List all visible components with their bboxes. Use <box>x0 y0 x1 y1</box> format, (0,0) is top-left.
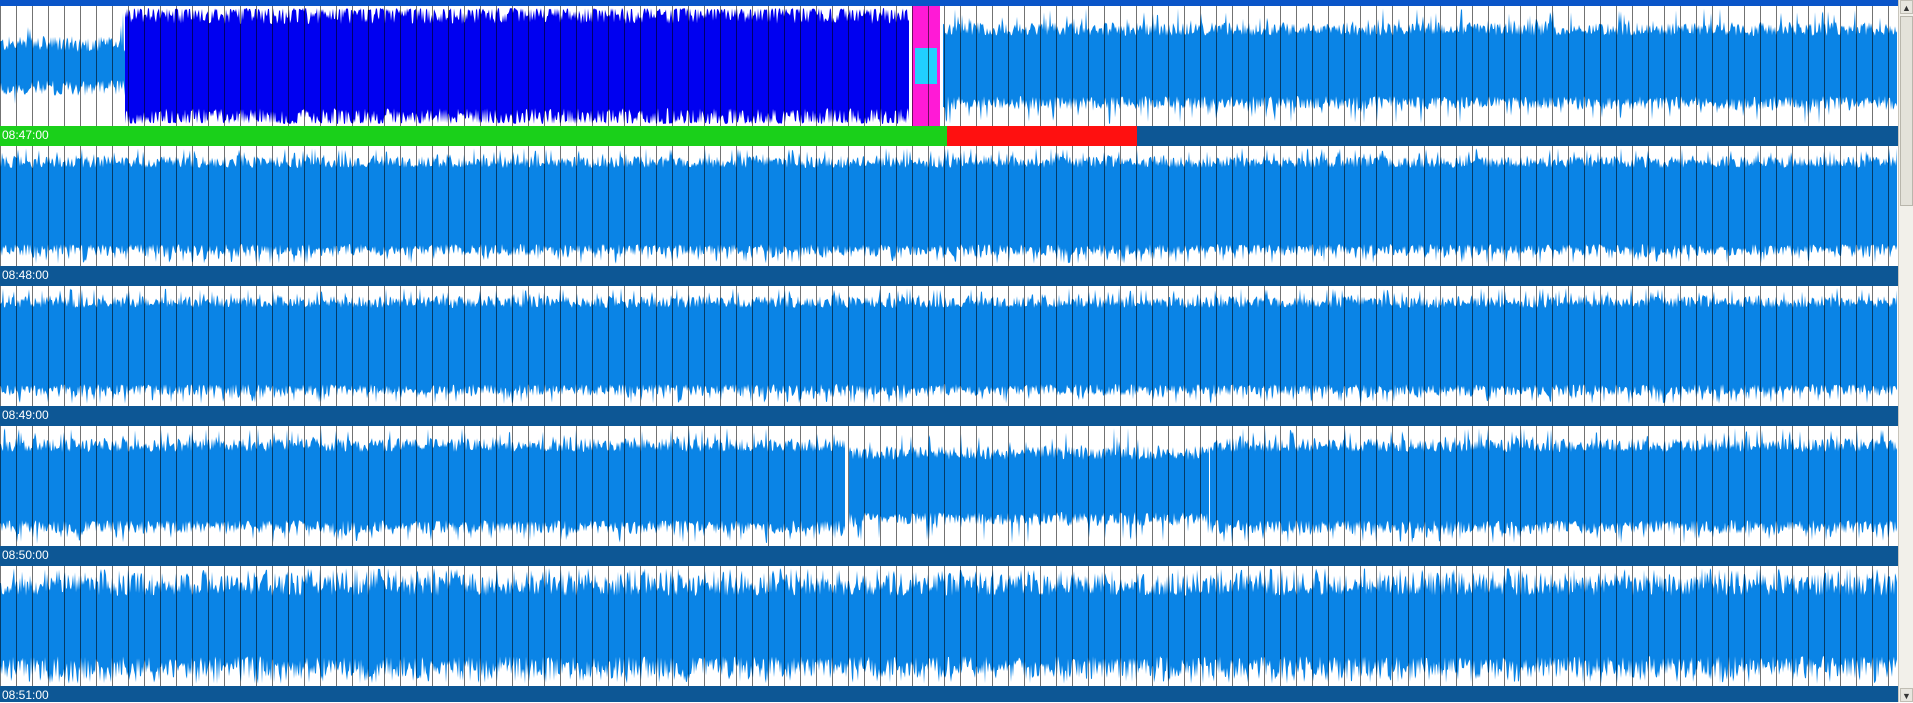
time-grid-lines <box>0 566 1889 686</box>
waveform-graph[interactable] <box>0 146 1898 266</box>
time-label: 08:49:00 <box>2 408 49 422</box>
waveform-lane[interactable]: 08:48:00 <box>0 146 1898 286</box>
waveform-lane[interactable]: 08:50:00 <box>0 426 1898 566</box>
time-bar[interactable]: 08:48:00 <box>0 266 1898 286</box>
waveform-graph[interactable] <box>0 6 1898 126</box>
time-label: 08:48:00 <box>2 268 49 282</box>
waveform-lane[interactable]: 08:47:00 <box>0 6 1898 146</box>
scrollbar-thumb[interactable] <box>1900 16 1913 206</box>
waveform-shape <box>1210 428 1897 544</box>
time-bar[interactable]: 08:47:00 <box>0 126 1898 146</box>
buffer-progress-segment <box>947 126 1137 146</box>
time-label: 08:50:00 <box>2 548 49 562</box>
vertical-scrollbar[interactable]: ▲ ▼ <box>1898 0 1913 702</box>
playing-waveform-shape <box>125 8 909 124</box>
scroll-up-arrow-icon[interactable]: ▲ <box>1900 0 1913 14</box>
played-progress-segment <box>0 126 947 146</box>
waveform-shape <box>0 148 1897 264</box>
time-grid-lines <box>0 146 1889 266</box>
waveform-shape <box>0 568 1897 684</box>
scroll-down-arrow-icon[interactable]: ▼ <box>1900 688 1913 702</box>
waveform-shape <box>0 12 125 104</box>
waveform-lane[interactable]: 08:51:00 <box>0 566 1898 702</box>
waveform-shape <box>849 428 1209 544</box>
waveform-shape <box>943 8 1897 124</box>
waveform-shape <box>0 288 1897 404</box>
window-top-edge <box>0 0 1898 6</box>
waveform-graph[interactable] <box>0 566 1898 686</box>
time-grid-lines <box>0 426 1889 546</box>
waveform-lane[interactable]: 08:49:00 <box>0 286 1898 426</box>
time-bar[interactable]: 08:49:00 <box>0 406 1898 426</box>
time-label: 08:51:00 <box>2 688 49 702</box>
waveform-graph[interactable] <box>0 286 1898 406</box>
time-bar[interactable]: 08:50:00 <box>0 546 1898 566</box>
waveform-graph[interactable] <box>0 426 1898 546</box>
time-grid-lines <box>0 286 1889 406</box>
time-grid-lines <box>0 6 1889 126</box>
time-bar[interactable]: 08:51:00 <box>0 686 1898 702</box>
time-label: 08:47:00 <box>2 128 49 142</box>
playhead-inner-marker <box>915 48 937 84</box>
waveform-shape <box>0 428 845 544</box>
